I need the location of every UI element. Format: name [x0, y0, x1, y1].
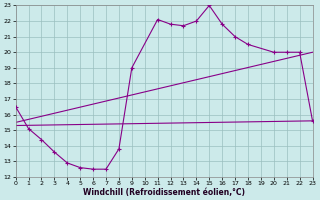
X-axis label: Windchill (Refroidissement éolien,°C): Windchill (Refroidissement éolien,°C) [83, 188, 245, 197]
